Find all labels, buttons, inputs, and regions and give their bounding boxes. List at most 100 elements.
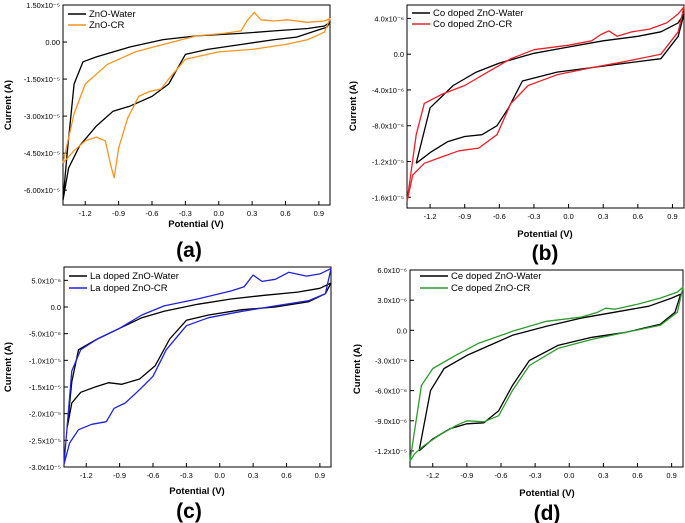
legend-label-1: La doped ZnO-Water xyxy=(90,271,179,282)
y-tick-label: -6.00x10⁻⁵ xyxy=(24,186,60,195)
x-tick-label: 0.9 xyxy=(667,212,677,221)
y-tick-label: -4.50x10⁻⁵ xyxy=(24,149,60,158)
plot-area: -1.2 -0.9 -0.6 -0.3 0.0 0.3 0.6 0.9 1.50x10⁻⁵ 0.0… xyxy=(24,1,331,218)
legend-label-2: La doped ZnO-CR xyxy=(90,283,168,294)
legend-label-2: Co doped ZnO-CR xyxy=(433,19,512,30)
y-tick-label: -1.6x10⁻⁵ xyxy=(372,193,404,202)
y-tick-label: 0.0 xyxy=(397,326,407,335)
x-tick-label: 0.9 xyxy=(666,471,676,480)
plot-frame xyxy=(62,4,331,206)
y-tick-label: -3.00x10⁻⁵ xyxy=(24,112,60,121)
x-tick-label: 0.6 xyxy=(281,471,291,480)
legend-label-1: ZnO-Water xyxy=(89,9,136,20)
panel-label: (c) xyxy=(176,500,202,523)
panel-d: -1.2 -0.9 -0.6 -0.3 0.0 0.3 0.6 0.9 6.0x10⁻⁶ 3.0x… xyxy=(352,266,684,523)
series-line-2 xyxy=(406,6,685,202)
y-tick-label: -9.0x10⁻⁶ xyxy=(375,417,407,426)
y-tick-label: 0.0 xyxy=(394,50,404,59)
plot-area: -1.2 -0.9 -0.6 -0.3 0.0 0.3 0.6 0.9 4.0x10⁻⁶ 0.0 -… xyxy=(372,6,685,221)
legend-label-1: Ce doped ZnO-Water xyxy=(451,271,541,282)
x-tick-label: 0.3 xyxy=(248,471,258,480)
x-tick-label: 0.3 xyxy=(598,212,608,221)
legend-label-2: Ce doped ZnO-CR xyxy=(451,283,530,294)
x-tick-label: -0.9 xyxy=(113,471,126,480)
series-line-1 xyxy=(418,293,682,452)
panel-label: (a) xyxy=(176,239,202,262)
x-tick-label: -1.2 xyxy=(426,471,439,480)
plot-area: -1.2 -0.9 -0.6 -0.3 0.0 0.3 0.6 0.9 5.0x10⁻⁶ 0.0 -… xyxy=(29,267,332,480)
series-line-1 xyxy=(415,13,685,164)
y-tick-label: -1.2x10⁻⁵ xyxy=(372,157,404,166)
x-tick-label: 0.6 xyxy=(280,209,290,218)
panel-a: -1.2 -0.9 -0.6 -0.3 0.0 0.3 0.6 0.9 1.50x10⁻⁵ 0.0… xyxy=(3,1,331,262)
x-tick-label: -0.6 xyxy=(493,212,506,221)
y-tick-label: 0.00 xyxy=(45,38,60,47)
x-tick-label: 0.0 xyxy=(215,471,225,480)
series-line-2 xyxy=(409,286,684,462)
y-tick-label: -5.0x10⁻⁶ xyxy=(29,330,61,339)
x-tick-label: 0.6 xyxy=(633,212,643,221)
x-tick-label: 0.9 xyxy=(314,209,324,218)
y-tick-label: -8.0x10⁻⁶ xyxy=(372,122,404,131)
y-axis-title: Current (A) xyxy=(352,344,363,394)
y-tick-label: -6.0x10⁻⁶ xyxy=(375,387,407,396)
x-tick-label: -0.6 xyxy=(146,209,159,218)
y-tick-label: 0.0 xyxy=(51,303,61,312)
legend: Ce doped ZnO-Water Ce doped ZnO-CR xyxy=(420,271,541,294)
y-tick-label: -4.0x10⁻⁶ xyxy=(372,86,404,95)
panel-c: -1.2 -0.9 -0.6 -0.3 0.0 0.3 0.6 0.9 5.0x10⁻⁶ 0.0 -… xyxy=(3,266,332,523)
x-tick-label: -1.2 xyxy=(424,212,437,221)
y-tick-label: 5.0x10⁻⁶ xyxy=(31,276,61,285)
x-tick-label: 0.0 xyxy=(564,471,574,480)
x-tick-label: 0.0 xyxy=(214,209,224,218)
panel-label: (d) xyxy=(534,502,561,523)
legend-label-2: ZnO-CR xyxy=(89,20,125,31)
series-line-2 xyxy=(63,267,332,465)
y-tick-label: -1.5x10⁻⁵ xyxy=(29,383,61,392)
x-tick-label: 0.9 xyxy=(315,471,325,480)
x-tick-label: -0.3 xyxy=(180,471,193,480)
x-tick-label: -0.3 xyxy=(527,212,540,221)
y-tick-label: -1.50x10⁻⁵ xyxy=(24,75,60,84)
legend: Co doped ZnO-Water Co doped ZnO-CR xyxy=(412,8,523,30)
x-tick-label: -0.6 xyxy=(495,471,508,480)
x-axis-title: Potential (V) xyxy=(517,229,572,240)
y-tick-label: -2.0x10⁻⁵ xyxy=(29,410,61,419)
y-tick-label: -3.0x10⁻⁶ xyxy=(375,356,407,365)
y-tick-label: -2.5x10⁻⁵ xyxy=(29,436,61,445)
x-axis-title: Potential (V) xyxy=(519,488,574,499)
x-tick-label: -0.3 xyxy=(179,209,192,218)
y-axis-title: Current (A) xyxy=(3,80,14,130)
y-tick-label: -3.0x10⁻⁵ xyxy=(29,463,61,472)
series-line-1 xyxy=(62,21,331,201)
x-tick-label: -1.2 xyxy=(79,209,92,218)
y-tick-label: 1.50x10⁻⁵ xyxy=(26,1,60,10)
y-tick-label: -1.2x10⁻⁵ xyxy=(375,447,407,456)
y-axis-title: Current (A) xyxy=(3,342,14,392)
panel-b: -1.2 -0.9 -0.6 -0.3 0.0 0.3 0.6 0.9 4.0x10⁻⁶ 0.0 -… xyxy=(348,4,685,265)
plot-area: -1.2 -0.9 -0.6 -0.3 0.0 0.3 0.6 0.9 6.0x10⁻⁶ 3.0x… xyxy=(375,266,684,480)
y-axis-title: Current (A) xyxy=(348,81,359,131)
x-tick-label: -0.3 xyxy=(529,471,542,480)
legend-label-1: Co doped ZnO-Water xyxy=(433,8,523,19)
y-tick-label: -1.0x10⁻⁵ xyxy=(29,356,61,365)
y-tick-label: 6.0x10⁻⁶ xyxy=(377,266,407,275)
x-tick-label: -0.9 xyxy=(458,212,471,221)
legend: ZnO-Water ZnO-CR xyxy=(68,9,136,31)
plot-frame xyxy=(409,269,684,468)
x-tick-label: 0.0 xyxy=(563,212,573,221)
x-tick-label: -0.6 xyxy=(147,471,160,480)
x-tick-label: -0.9 xyxy=(460,471,473,480)
x-axis-title: Potential (V) xyxy=(169,486,224,497)
x-axis-title: Potential (V) xyxy=(168,219,223,230)
plot-frame xyxy=(63,266,332,468)
legend: La doped ZnO-Water La doped ZnO-CR xyxy=(69,271,179,294)
x-tick-label: 0.3 xyxy=(247,209,257,218)
x-tick-label: -1.2 xyxy=(80,471,93,480)
x-tick-label: -0.9 xyxy=(112,209,125,218)
y-tick-label: 4.0x10⁻⁶ xyxy=(374,14,404,23)
x-tick-label: 0.6 xyxy=(632,471,642,480)
panel-label: (b) xyxy=(532,242,559,265)
